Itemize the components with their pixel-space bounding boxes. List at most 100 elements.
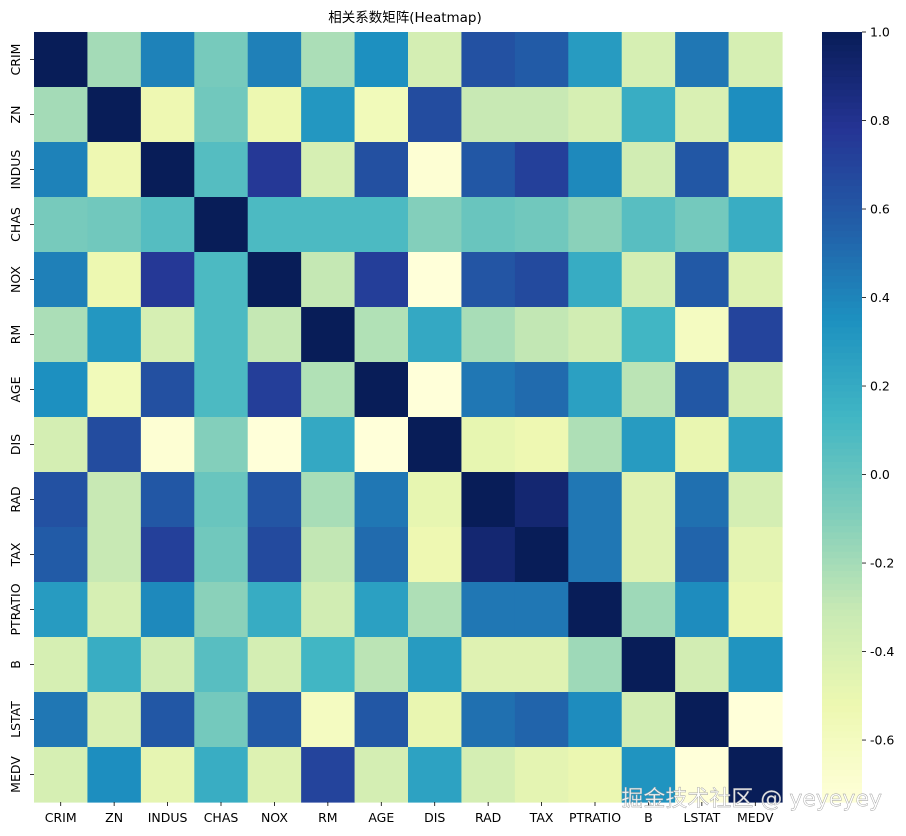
heatmap-cell-crim-crim <box>34 32 89 88</box>
heatmap-cell-medv-rm <box>301 747 356 803</box>
heatmap-cell-crim-medv <box>728 32 783 88</box>
heatmap-cell-chas-b <box>621 197 676 253</box>
heatmap-cell-medv-indus <box>140 747 195 803</box>
heatmap-cell-crim-age <box>354 32 409 88</box>
heatmap-cell-indus-tax <box>514 142 569 198</box>
heatmap-cell-b-rm <box>301 637 356 693</box>
colorbar-segment <box>822 141 862 149</box>
heatmap-cell-tax-chas <box>194 527 249 583</box>
heatmap-cell-rad-zn <box>87 472 142 528</box>
heatmap-cell-age-dis <box>408 362 463 418</box>
heatmap-cell-rad-rad <box>461 472 516 528</box>
colorbar-segment <box>822 750 862 758</box>
heatmap-cell-medv-lstat <box>675 747 730 803</box>
colorbar-segment <box>822 404 862 412</box>
heatmap-cell-zn-medv <box>728 87 783 143</box>
heatmap-cell-b-nox <box>247 637 302 693</box>
colorbar-segment <box>822 307 862 315</box>
y-axis-tick-labels: CRIM ZN INDUS CHAS NOX RM AGE DIS RAD TAX PTRATIO B… <box>8 44 34 793</box>
heatmap-cell-nox-medv <box>728 252 783 308</box>
heatmap-cell-medv-crim <box>34 747 89 803</box>
colorbar-segment <box>822 70 862 78</box>
heatmap-cell-rad-indus <box>140 472 195 528</box>
heatmap-cell-b-rad <box>461 637 516 693</box>
heatmap-cell-tax-lstat <box>675 527 730 583</box>
heatmap-cell-b-zn <box>87 637 142 693</box>
heatmap-cell-age-chas <box>194 362 249 418</box>
heatmap-cell-nox-ptratio <box>568 252 623 308</box>
y-tick-label-b: B <box>8 660 23 669</box>
heatmap-cell-medv-ptratio <box>568 747 623 803</box>
heatmap-cell-ptratio-rm <box>301 582 356 638</box>
heatmap-cell-ptratio-b <box>621 582 676 638</box>
colorbar-segment <box>822 423 862 431</box>
heatmap-cell-tax-ptratio <box>568 527 623 583</box>
colorbar-segment <box>822 474 862 482</box>
heatmap-cell-zn-zn <box>87 87 142 143</box>
heatmap-cell-nox-rm <box>301 252 356 308</box>
heatmap-cell-chas-chas <box>194 197 249 253</box>
heatmap-cell-dis-crim <box>34 417 89 473</box>
y-tick-label-age: AGE <box>8 376 23 402</box>
colorbar-tick-label: 0.4 <box>870 290 890 305</box>
heatmap-cell-nox-crim <box>34 252 89 308</box>
heatmap-cell-crim-lstat <box>675 32 730 88</box>
colorbar-segment <box>822 359 862 367</box>
heatmap-cell-rad-age <box>354 472 409 528</box>
colorbar-segment <box>822 269 862 277</box>
heatmap-cell-crim-ptratio <box>568 32 623 88</box>
colorbar-segment <box>822 513 862 521</box>
colorbar-segment <box>822 295 862 303</box>
colorbar: 1.0 0.8 0.6 0.4 0.2 0.0 -0.2 -0.4 -0.6 <box>822 25 894 803</box>
heatmap-cell-rm-b <box>621 307 676 363</box>
colorbar-segment <box>822 275 862 283</box>
colorbar-segment <box>822 648 862 656</box>
colorbar-segment <box>822 622 862 630</box>
colorbar-segment <box>822 250 862 258</box>
colorbar-segment <box>822 628 862 636</box>
heatmap-cell-b-crim <box>34 637 89 693</box>
heatmap-cell-age-b <box>621 362 676 418</box>
heatmap-cell-rm-dis <box>408 307 463 363</box>
colorbar-segment <box>822 417 862 425</box>
heatmap-cell-age-rad <box>461 362 516 418</box>
colorbar-segment <box>822 442 862 450</box>
colorbar-tick-label: -0.2 <box>870 556 894 571</box>
heatmap-cell-rad-nox <box>247 472 302 528</box>
colorbar-segment <box>822 333 862 341</box>
colorbar-segment <box>822 744 862 752</box>
x-tick-label-nox: NOX <box>261 810 288 825</box>
heatmap-cell-medv-dis <box>408 747 463 803</box>
heatmap-cell-nox-dis <box>408 252 463 308</box>
y-tick-label-indus: INDUS <box>8 150 23 190</box>
heatmap-cell-rad-dis <box>408 472 463 528</box>
colorbar-segment <box>822 673 862 681</box>
heatmap-cell-medv-zn <box>87 747 142 803</box>
heatmap-cell-tax-age <box>354 527 409 583</box>
heatmap-cell-rm-ptratio <box>568 307 623 363</box>
heatmap-cell-chas-tax <box>514 197 569 253</box>
heatmap-cell-crim-nox <box>247 32 302 88</box>
colorbar-segment <box>822 346 862 354</box>
colorbar-segment <box>822 551 862 559</box>
heatmap-cell-ptratio-age <box>354 582 409 638</box>
heatmap-cell-age-age <box>354 362 409 418</box>
heatmap-cell-medv-b <box>621 747 676 803</box>
colorbar-segment <box>822 115 862 123</box>
heatmap-cell-zn-lstat <box>675 87 730 143</box>
heatmap-cell-zn-nox <box>247 87 302 143</box>
heatmap-cell-indus-indus <box>140 142 195 198</box>
chart-title: 相关系数矩阵(Heatmap) <box>328 10 482 26</box>
heatmap-cell-ptratio-zn <box>87 582 142 638</box>
x-tick-label-indus: INDUS <box>148 810 188 825</box>
heatmap-cell-b-lstat <box>675 637 730 693</box>
heatmap-cell-b-indus <box>140 637 195 693</box>
watermark-text: 掘金技术社区 @ yeyeyey <box>621 787 882 812</box>
heatmap-cell-tax-medv <box>728 527 783 583</box>
colorbar-segment <box>822 256 862 264</box>
colorbar-segment <box>822 545 862 553</box>
colorbar-segment <box>822 372 862 380</box>
heatmap-cell-tax-b <box>621 527 676 583</box>
heatmap-cell-rm-nox <box>247 307 302 363</box>
heatmap-cell-chas-lstat <box>675 197 730 253</box>
